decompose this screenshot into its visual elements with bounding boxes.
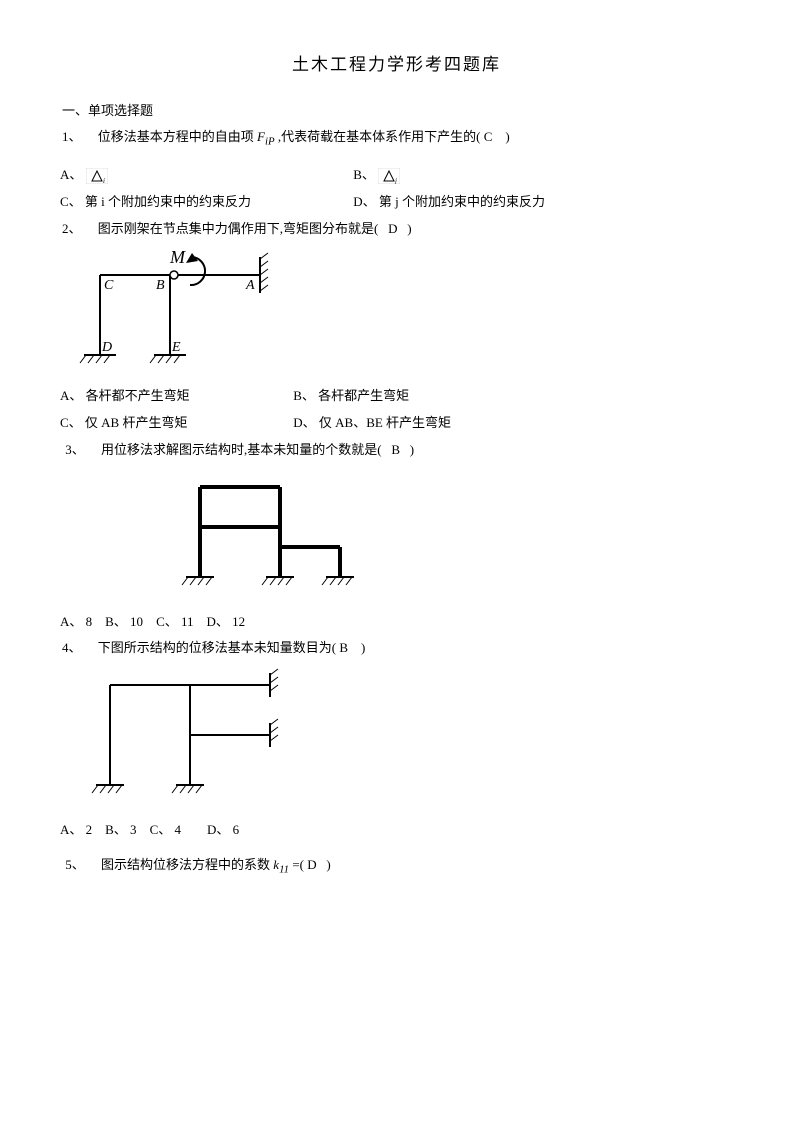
q4-opt-b: B、 3 (105, 822, 136, 837)
q2-opt-b: B、 各杆都产生弯矩 (293, 388, 409, 403)
free-term-symbol: FiP (257, 129, 278, 144)
label-E: E (171, 340, 181, 355)
q3-text: 用位移法求解图示结构时,基本未知量的个数就是( (101, 442, 382, 457)
q2-opts-cd: C、 仅 AB 杆产生弯矩 D、 仅 AB、BE 杆产生弯矩 (60, 413, 733, 434)
q3-num: 3、 (65, 442, 85, 457)
q3-ans: B (391, 442, 400, 457)
q4-num: 4、 (62, 640, 82, 655)
q1-text-a: 位移法基本方程中的自由项 (98, 129, 254, 144)
question-4: 4、 下图所示结构的位移法基本未知量数目为( B ) (62, 638, 733, 659)
q3-opt-d: D、 12 (207, 614, 246, 629)
q2-opt-a: A、 各杆都不产生弯矩 (60, 386, 290, 407)
k-sub: 11 (279, 864, 289, 876)
fip-f: F (257, 129, 265, 144)
q5-text-b: =( D (292, 857, 316, 872)
q4-opt-a: A、 2 (60, 822, 92, 837)
delta-i-icon: i (86, 168, 108, 184)
q1-opt-c: C、 第 i 个附加约束中的约束反力 (60, 192, 350, 213)
q5-close: ) (326, 857, 330, 872)
k11-symbol: k11 (273, 857, 292, 872)
svg-text:j: j (394, 177, 397, 184)
label-B: B (156, 278, 165, 293)
q4-diagram (80, 665, 733, 810)
q3-diagram (170, 467, 733, 602)
q1-opts-ab: A、 i B、 j (60, 165, 733, 186)
q2-num: 2、 (62, 221, 82, 236)
q2-close: ) (407, 221, 411, 236)
q3-opt-b: B、 10 (105, 614, 143, 629)
q1-opt-a-label: A、 (60, 167, 82, 182)
q4-opt-c: C、 4 (150, 822, 181, 837)
q1-close: ) (505, 129, 509, 144)
delta-j-icon: j (378, 168, 400, 184)
svg-text:i: i (103, 177, 105, 184)
q5-num: 5、 (65, 857, 85, 872)
page-title: 土木工程力学形考四题库 (60, 50, 733, 75)
question-1: 1、 位移法基本方程中的自由项 FiP ,代表荷载在基本体系作用下产生的( C … (62, 127, 733, 151)
q2-opt-d: D、 仅 AB、BE 杆产生弯矩 (293, 415, 451, 430)
section-heading: 一、单项选择题 (62, 100, 733, 119)
q2-text: 图示刚架在节点集中力偶作用下,弯矩图分布就是( (98, 221, 379, 236)
label-A: A (245, 278, 255, 293)
q1-text-b: ,代表荷载在基本体系作用下产生的( C (278, 129, 493, 144)
label-C: C (104, 278, 114, 293)
question-5: 5、 图示结构位移法方程中的系数 k11 =( D ) (62, 855, 733, 879)
q4-opt-d: D、 6 (207, 822, 239, 837)
q3-opt-a: A、 8 (60, 614, 92, 629)
q1-opts-cd: C、 第 i 个附加约束中的约束反力 D、 第 j 个附加约束中的约束反力 (60, 192, 733, 213)
q4-opts: A、 2 B、 3 C、 4 D、 6 (60, 820, 733, 841)
q3-opt-c: C、 11 (156, 614, 193, 629)
q2-opts-ab: A、 各杆都不产生弯矩 B、 各杆都产生弯矩 (60, 386, 733, 407)
q1-opt-d: D、 第 j 个附加约束中的约束反力 (353, 194, 545, 209)
question-2: 2、 图示刚架在节点集中力偶作用下,弯矩图分布就是( D ) (62, 219, 733, 240)
q3-opts: A、 8 B、 10 C、 11 D、 12 (60, 612, 733, 633)
q5-text-a: 图示结构位移法方程中的系数 (101, 857, 270, 872)
question-3: 3、 用位移法求解图示结构时,基本未知量的个数就是( B ) (62, 440, 733, 461)
q4-text: 下图所示结构的位移法基本未知量数目为( B (98, 640, 348, 655)
q2-opt-c: C、 仅 AB 杆产生弯矩 (60, 413, 290, 434)
q1-num: 1、 (62, 129, 82, 144)
q1-opt-b-label: B、 (353, 167, 375, 182)
label-D: D (101, 340, 112, 355)
q3-close: ) (410, 442, 414, 457)
q4-close: ) (361, 640, 365, 655)
fip-sub: iP (265, 136, 275, 148)
label-M: M (169, 247, 186, 267)
q2-ans: D (388, 221, 397, 236)
q2-diagram: M C B A D E (70, 245, 733, 380)
